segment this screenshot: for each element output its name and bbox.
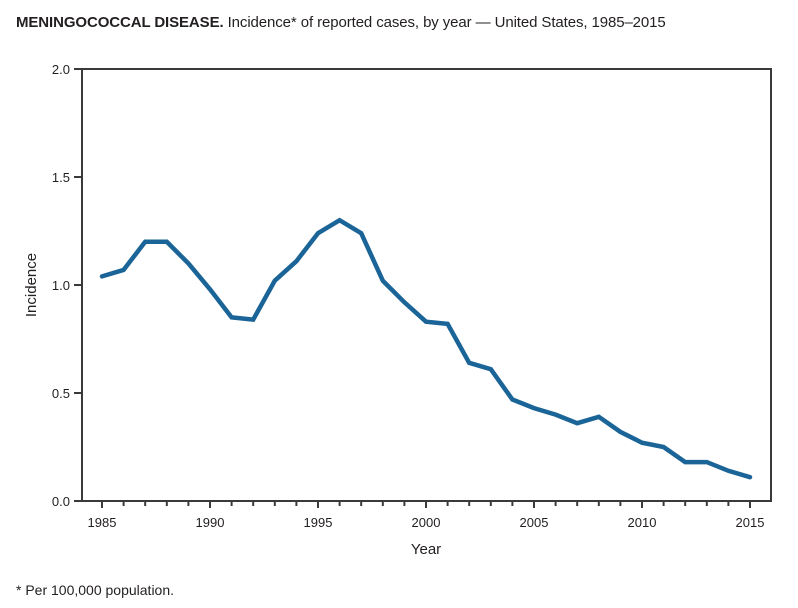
chart-title-description: Incidence* of reported cases, by year — … bbox=[223, 14, 666, 31]
x-tick-label: 2005 bbox=[520, 515, 549, 530]
data-point-1990 bbox=[208, 287, 212, 291]
x-tick-label: 1995 bbox=[304, 515, 333, 530]
y-tick-label: 0.5 bbox=[52, 386, 70, 401]
data-point-1994 bbox=[294, 259, 298, 263]
data-point-2009 bbox=[618, 430, 622, 434]
data-point-1991 bbox=[230, 315, 234, 319]
data-point-1996 bbox=[338, 218, 342, 222]
y-tick-label: 2.0 bbox=[52, 62, 70, 77]
data-point-2002 bbox=[467, 361, 471, 365]
data-point-2008 bbox=[597, 415, 601, 419]
data-point-1997 bbox=[359, 231, 363, 235]
data-point-2012 bbox=[683, 460, 687, 464]
footnote: * Per 100,000 population. bbox=[16, 582, 175, 598]
data-point-1989 bbox=[186, 261, 190, 265]
data-point-2010 bbox=[640, 441, 644, 445]
plot-border bbox=[81, 68, 772, 502]
x-tick-label: 1990 bbox=[196, 515, 225, 530]
data-point-2007 bbox=[575, 421, 579, 425]
x-axis: 1985 1990 1995 2000 2005 2010 2015 bbox=[88, 501, 765, 530]
data-point-1985 bbox=[100, 274, 104, 278]
y-axis: 0.0 0.5 1.0 1.5 2.0 bbox=[52, 62, 82, 509]
data-point-1992 bbox=[251, 318, 255, 322]
data-point-1995 bbox=[316, 231, 320, 235]
x-tick-label: 1985 bbox=[88, 515, 117, 530]
chart-title: MENINGOCOCCAL DISEASE. Incidence* of rep… bbox=[16, 14, 666, 31]
data-point-2014 bbox=[726, 469, 730, 473]
x-axis-label: Year bbox=[411, 541, 441, 558]
y-tick-label: 1.0 bbox=[52, 278, 70, 293]
data-point-2006 bbox=[554, 413, 558, 417]
data-point-2013 bbox=[705, 460, 709, 464]
data-point-2005 bbox=[532, 406, 536, 410]
data-point-2011 bbox=[662, 445, 666, 449]
data-point-2000 bbox=[424, 320, 428, 324]
data-point-2015 bbox=[748, 475, 752, 479]
data-point-2004 bbox=[510, 397, 514, 401]
y-axis-label: Incidence bbox=[23, 253, 40, 317]
incidence-line bbox=[99, 217, 753, 480]
chart-title-disease: MENINGOCOCCAL DISEASE. bbox=[16, 14, 224, 31]
data-point-1999 bbox=[402, 300, 406, 304]
y-tick-label: 0.0 bbox=[52, 494, 70, 509]
data-point-2001 bbox=[446, 322, 450, 326]
x-tick-label: 2000 bbox=[412, 515, 441, 530]
series-layer bbox=[99, 217, 753, 480]
data-point-1987 bbox=[143, 240, 147, 244]
x-tick-label: 2015 bbox=[736, 515, 765, 530]
plot-frame bbox=[81, 68, 772, 502]
data-point-2003 bbox=[489, 367, 493, 371]
x-tick-label: 2010 bbox=[628, 515, 657, 530]
data-point-1988 bbox=[165, 240, 169, 244]
y-tick-label: 1.5 bbox=[52, 170, 70, 185]
data-point-1998 bbox=[381, 279, 385, 283]
data-point-1986 bbox=[122, 268, 126, 272]
data-point-1993 bbox=[273, 279, 277, 283]
